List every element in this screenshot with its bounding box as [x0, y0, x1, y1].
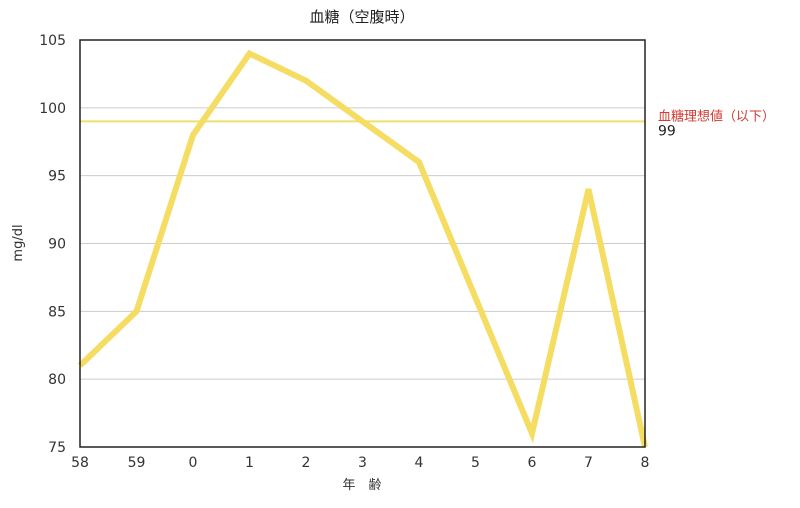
- x-tick-label: 8: [641, 455, 650, 471]
- plot-frame: [79, 39, 646, 448]
- y-axis-title: mg/dl: [11, 224, 26, 261]
- series-group: [77, 49, 648, 448]
- x-tick-label: 1: [245, 455, 254, 471]
- reference-line-group: 血糖理想値（以下）99: [80, 108, 775, 139]
- x-tick-label: 6: [528, 455, 537, 471]
- y-tick-label: 105: [39, 33, 66, 49]
- y-tick-label: 75: [48, 440, 66, 456]
- gridlines: [80, 107, 645, 380]
- y-tick-label: 80: [48, 372, 66, 388]
- x-tick-label: 3: [358, 455, 367, 471]
- y-tick-label: 85: [48, 304, 66, 320]
- x-tick-labels: 58 59 0 1 2 3 4 5 6 7 8: [71, 455, 649, 471]
- x-tick-label: 58: [71, 455, 89, 471]
- series-line: [77, 49, 648, 448]
- x-tick-label: 59: [128, 455, 146, 471]
- x-tick-label: 5: [471, 455, 480, 471]
- x-tick-label: 4: [415, 455, 424, 471]
- y-tick-label: 90: [48, 237, 66, 253]
- reference-line-value: 99: [658, 123, 676, 139]
- reference-line-label: 血糖理想値（以下）: [658, 108, 775, 124]
- y-tick-label: 100: [39, 101, 66, 117]
- x-tick-label: 7: [584, 455, 593, 471]
- y-tick-labels: 75 80 85 90 95 100 105: [39, 33, 66, 456]
- x-axis-title: 年 齢: [342, 478, 381, 493]
- x-tick-label: 2: [302, 455, 311, 471]
- chart-title: 血糖（空腹時）: [309, 8, 414, 26]
- y-tick-label: 95: [48, 169, 66, 185]
- x-tick-label: 0: [189, 455, 198, 471]
